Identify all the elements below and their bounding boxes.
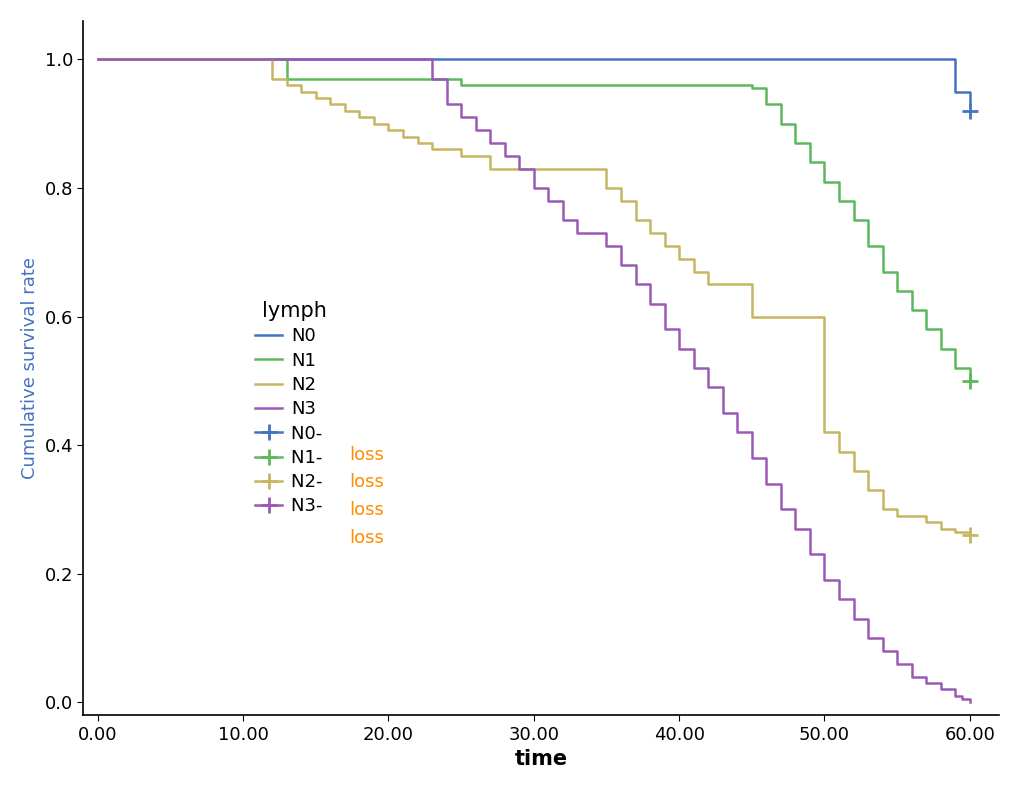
X-axis label: time: time: [514, 749, 567, 769]
Text: loss: loss: [350, 501, 384, 519]
Text: loss: loss: [348, 473, 384, 491]
Legend: N0, N1, N2, N3, N0-  , N1-  , N2-  , N3-  : N0, N1, N2, N3, N0- , N1- , N2- , N3-: [248, 294, 341, 523]
Text: loss: loss: [348, 446, 383, 464]
Text: loss: loss: [350, 529, 384, 547]
Y-axis label: Cumulative survival rate: Cumulative survival rate: [20, 257, 39, 479]
